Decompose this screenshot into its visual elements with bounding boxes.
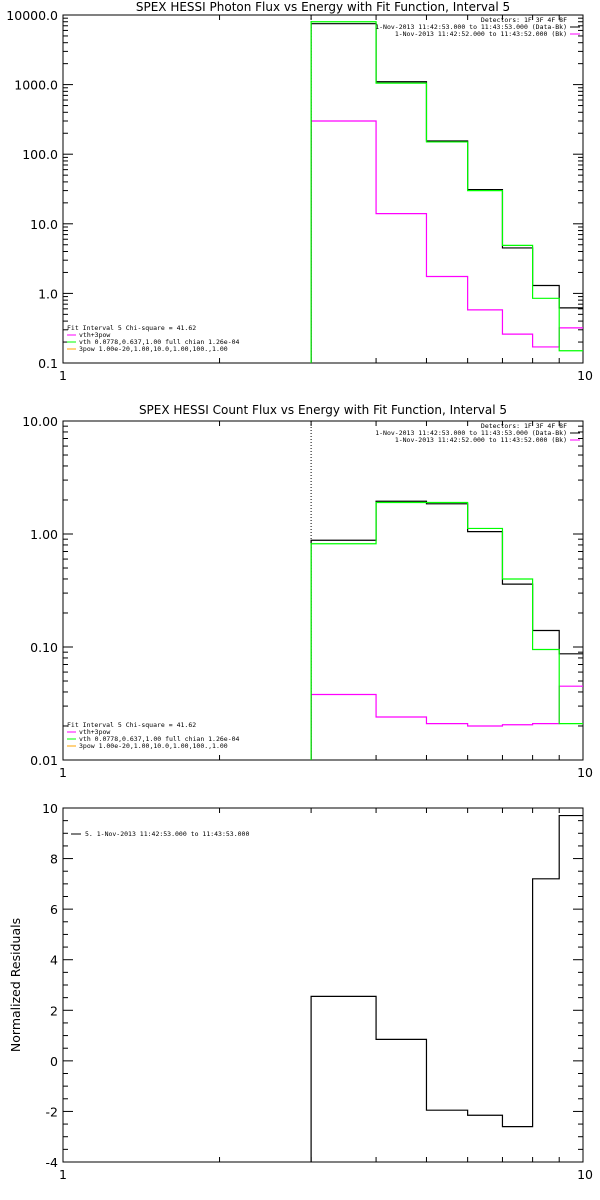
plot-frame <box>62 14 584 364</box>
x-axis: 1 10 <box>59 421 593 780</box>
chart-title: SPEX HESSI Count Flux vs Energy with Fit… <box>139 403 507 417</box>
y-tick-label: 8 <box>50 852 58 867</box>
legend-bottom-left-text: vth 0.0778,0.637,1.00 full chian 1.26e-0… <box>79 735 240 743</box>
y-axis: 0.1 1.0 10.0 100.0 1000.0 10000.0 <box>6 8 583 371</box>
y-tick-label: 0.1 <box>38 356 58 371</box>
x-tick-label: 10 <box>577 765 593 780</box>
y-tick-label: 10.00 <box>22 414 58 429</box>
series-bk <box>310 685 583 760</box>
series-bk <box>310 120 583 363</box>
chart-title: SPEX HESSI Photon Flux vs Energy with Fi… <box>136 0 510 14</box>
legend-top-left-text: 5. 1-Nov-2013 11:42:53.000 to 11:43:53.0… <box>85 830 249 838</box>
x-axis: 1 10 <box>59 808 593 1182</box>
x-tick-label: 1 <box>59 1167 67 1182</box>
y-tick-label: 0.10 <box>30 640 58 655</box>
legend-bottom-left-text: 3pow 1.00e-20,1.00,10.0,1.00,100.,1.00 <box>79 345 228 353</box>
y-tick-label: 4 <box>50 953 58 968</box>
y-tick-label: 6 <box>50 902 58 917</box>
series-data-bk <box>310 500 583 760</box>
y-tick-label: -4 <box>46 1155 59 1170</box>
series-vth-3pow <box>310 501 583 760</box>
plot-frame <box>62 807 584 1163</box>
y-axis-label: Normalized Residuals <box>8 918 23 1052</box>
legend-top-right-text: 1-Nov-2013 11:42:52.000 to 11:43:52.000 … <box>395 30 567 38</box>
y-tick-label: 1.0 <box>38 286 58 301</box>
y-tick-label: 1000.0 <box>14 78 58 93</box>
legend-bottom-left-text: vth 0.0778,0.637,1.00 full chian 1.26e-0… <box>79 338 240 346</box>
y-tick-label: 2 <box>50 1003 58 1018</box>
series-vth-3pow <box>310 21 583 363</box>
series-group <box>310 814 583 1162</box>
series-group <box>310 421 583 760</box>
chart-panel-1: SPEX HESSI Photon Flux vs Energy with Fi… <box>6 0 593 383</box>
series-residuals <box>310 814 583 1162</box>
y-axis: -4 -2 0 2 4 6 8 10 <box>42 801 583 1170</box>
y-tick-label: 0.01 <box>30 753 58 768</box>
series-data-bk <box>310 23 583 363</box>
y-tick-label: 10000.0 <box>6 8 58 23</box>
y-tick-label: -2 <box>46 1104 58 1119</box>
legend-bottom-left-text: 3pow 1.00e-20,1.00,10.0,1.00,100.,1.00 <box>79 742 228 750</box>
legend-top-right-text: 1-Nov-2013 11:42:53.000 to 11:43:53.000 … <box>375 23 567 31</box>
x-tick-label: 1 <box>59 368 67 383</box>
x-tick-label: 10 <box>577 368 593 383</box>
legend-top-right-text: Detectors: 1F 3F 4F 8F <box>481 16 567 24</box>
chart-panel-2: SPEX HESSI Count Flux vs Energy with Fit… <box>22 403 593 780</box>
x-tick-label: 10 <box>577 1167 593 1182</box>
y-tick-label: 10.0 <box>30 217 58 232</box>
y-tick-label: 1.00 <box>30 527 58 542</box>
legend-bottom-left-text: vth+3pow <box>79 331 110 339</box>
chart-panel-3: 1 10 -4 -2 0 2 4 6 8 10 Normalized Residuals 5. 1-N… <box>8 801 593 1182</box>
plot-frame <box>62 420 584 761</box>
legend-bottom-left-text: Fit Interval 5 Chi-square = 41.62 <box>67 721 196 729</box>
legend-bottom-left-text: vth+3pow <box>79 728 110 736</box>
legend-top-right-text: 1-Nov-2013 11:42:53.000 to 11:43:53.000 … <box>375 429 567 437</box>
x-tick-label: 1 <box>59 765 67 780</box>
legend-bottom-left-text: Fit Interval 5 Chi-square = 41.62 <box>67 324 196 332</box>
y-axis: 0.01 0.10 1.00 10.00 <box>22 414 583 768</box>
y-tick-label: 10 <box>42 801 58 816</box>
legend-top-right-text: 1-Nov-2013 11:42:52.000 to 11:43:52.000 … <box>395 436 567 444</box>
y-tick-label: 0 <box>50 1054 58 1069</box>
y-tick-label: 100.0 <box>22 147 58 162</box>
legend-top-right-text: Detectors: 1F 3F 4F 8F <box>481 422 567 430</box>
series-group <box>310 15 583 363</box>
